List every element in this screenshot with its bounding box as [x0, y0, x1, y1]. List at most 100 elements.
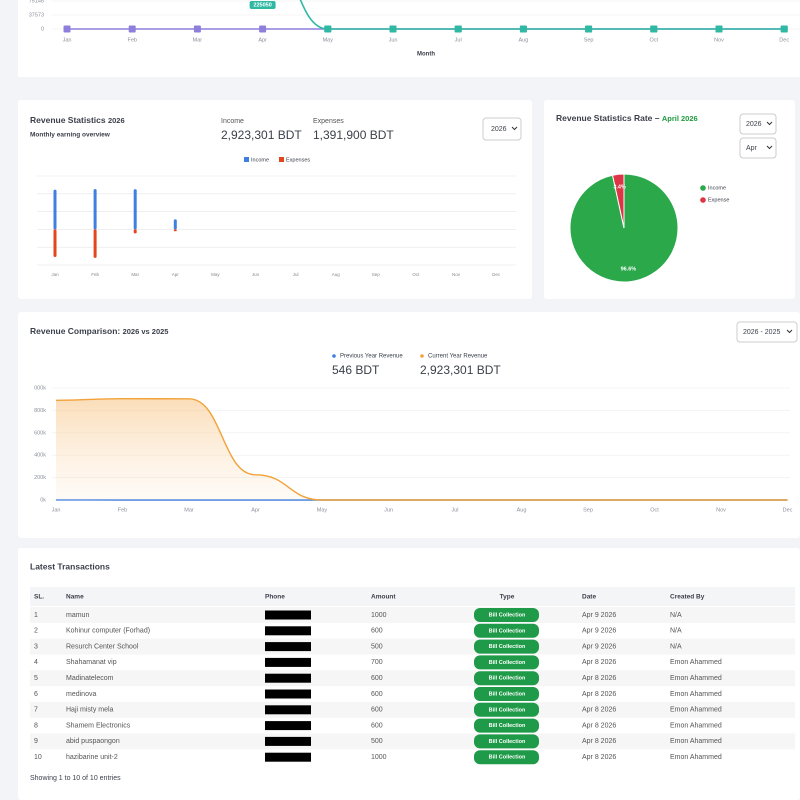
column-header: Phone	[265, 594, 285, 601]
legend-swatch	[244, 157, 249, 162]
x-tick-label: Jul	[451, 507, 458, 513]
card-title: Revenue Statistics Rate – April 2026	[556, 113, 698, 123]
cell: 600	[371, 707, 383, 714]
year-select[interactable]: 2026	[482, 117, 522, 141]
column-header: Created By	[670, 594, 705, 601]
x-tick-label: Feb	[127, 37, 136, 43]
point-marker	[324, 25, 332, 33]
cell: Apr 8 2026	[582, 659, 616, 666]
legend-label: Expense	[708, 197, 729, 203]
legend-label: Current Year Revenue	[428, 354, 488, 360]
cell: N/A	[670, 612, 682, 619]
slice-label: 3.4%	[613, 185, 626, 191]
cell: Apr 8 2026	[582, 754, 616, 761]
y-tick-label: 75146	[29, 0, 44, 4]
month-select[interactable]: Apr	[739, 137, 777, 159]
legend-swatch	[700, 185, 706, 191]
x-tick-label: Feb	[118, 507, 127, 513]
redacted-phone	[265, 642, 311, 652]
cell: 5	[34, 675, 38, 682]
point-marker	[193, 25, 201, 33]
point-marker	[585, 25, 593, 33]
cell: 600	[371, 628, 383, 635]
row-bg	[30, 607, 795, 623]
stat-value: 2,923,301 BDT	[221, 128, 302, 142]
y-tick-label: 0k	[40, 497, 46, 503]
type-label: Bill Collection	[489, 676, 526, 682]
cell: Shamem Electronics	[66, 722, 131, 729]
x-tick-label: Aug	[519, 37, 529, 43]
x-tick-label: Oct	[650, 507, 659, 513]
x-tick-label: Dec	[492, 272, 501, 277]
legend-label: Income	[708, 185, 726, 191]
pie-slice	[611, 173, 625, 229]
cell: Emon Ahammed	[670, 707, 722, 714]
x-tick-label: Jan	[63, 37, 72, 43]
redacted-phone	[265, 610, 311, 620]
cell: 3	[34, 643, 38, 650]
select-value: Apr	[746, 145, 758, 152]
select-value: 2026	[746, 121, 762, 128]
x-tick-label: Mar	[131, 272, 139, 277]
range-select[interactable]: 2026 - 2025	[736, 321, 798, 343]
cell: 8	[34, 722, 38, 729]
type-badge	[474, 639, 539, 654]
cell: Madinatelecom	[66, 675, 114, 682]
y-tick-label: 800k	[34, 408, 46, 414]
cell: Apr 9 2026	[582, 612, 616, 619]
x-tick-label: Sep	[584, 37, 594, 43]
cell: 500	[371, 643, 383, 650]
legend-swatch	[420, 354, 424, 358]
x-tick-label: Sep	[583, 507, 593, 513]
cell: Emon Ahammed	[670, 691, 722, 698]
type-label: Bill Collection	[489, 660, 526, 666]
x-tick-label: Jul	[455, 37, 462, 43]
cell: Apr 8 2026	[582, 675, 616, 682]
type-badge	[474, 671, 539, 686]
point-marker	[454, 25, 462, 33]
bar	[53, 229, 57, 257]
cell: hazibarine unit-2	[66, 754, 118, 761]
type-badge	[474, 623, 539, 638]
redacted-phone	[265, 689, 311, 699]
type-badge	[474, 702, 539, 717]
type-label: Bill Collection	[489, 723, 526, 729]
type-label: Bill Collection	[489, 628, 526, 634]
x-tick-label: May	[323, 37, 334, 43]
cell: Haji misty mela	[66, 707, 114, 714]
y-tick-label: 37573	[29, 12, 44, 18]
legend-swatch	[279, 157, 284, 162]
column-header: Name	[66, 594, 84, 601]
cell: Emon Ahammed	[670, 754, 722, 761]
x-tick-label: Apr	[258, 37, 267, 43]
stat-value: 1,391,900 BDT	[313, 128, 394, 142]
legend-label: Expenses	[286, 157, 310, 163]
cell: Emon Ahammed	[670, 738, 722, 745]
point-marker	[715, 25, 723, 33]
x-tick-label: Jan	[52, 507, 61, 513]
year-select[interactable]: 2026	[739, 113, 777, 135]
cell: medinova	[66, 691, 96, 698]
x-axis-label: Month	[417, 52, 435, 58]
x-tick-label: May	[211, 272, 220, 277]
cell: 2	[34, 628, 38, 635]
x-tick-label: Dec	[783, 507, 793, 513]
card-title: Revenue Statistics 2026	[30, 115, 125, 125]
redacted-phone	[265, 657, 311, 667]
cell: 6	[34, 691, 38, 698]
x-tick-label: Jun	[389, 37, 398, 43]
row-bg	[30, 638, 795, 655]
column-header: Type	[500, 594, 515, 601]
cell: 1000	[371, 754, 387, 761]
column-header: Amount	[371, 594, 396, 601]
x-tick-label: Jun	[252, 272, 260, 277]
type-label: Bill Collection	[489, 691, 526, 697]
type-label: Bill Collection	[489, 644, 526, 650]
redacted-phone	[265, 673, 311, 683]
cell: 600	[371, 722, 383, 729]
cell: Kohinur computer (Forhad)	[66, 628, 150, 635]
cell: Apr 8 2026	[582, 722, 616, 729]
total-value: 2,923,301 BDT	[420, 363, 501, 377]
slice-label: 96.6%	[621, 266, 637, 272]
